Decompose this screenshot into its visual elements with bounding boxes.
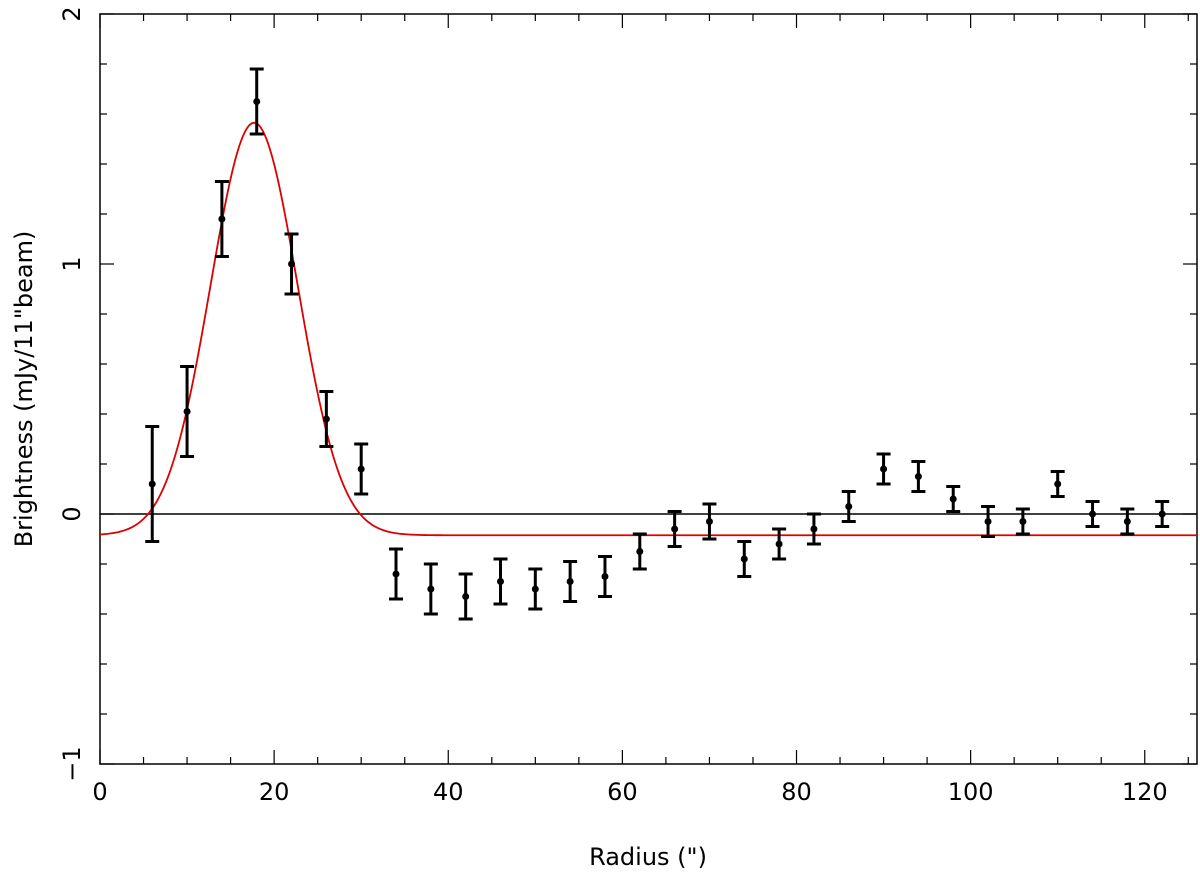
- data-point-group: [772, 527, 787, 561]
- data-point-group: [1015, 507, 1030, 536]
- data-point-group: [458, 572, 473, 621]
- data-point: [183, 408, 191, 415]
- data-point-group: [981, 505, 996, 538]
- data-point-group: [180, 365, 195, 458]
- data-point-group: [214, 180, 229, 258]
- data-point: [253, 98, 261, 105]
- data-point-group: [1085, 500, 1100, 528]
- data-point: [496, 578, 504, 585]
- data-point: [322, 415, 330, 423]
- data-point: [357, 465, 365, 473]
- data-point: [1089, 510, 1097, 518]
- y-tick-label: 2: [58, 6, 86, 21]
- data-point-group: [597, 555, 612, 598]
- data-point-group: [493, 557, 508, 606]
- data-point: [218, 215, 226, 223]
- data-point: [531, 585, 539, 593]
- plot-frame: [99, 13, 1198, 765]
- data-point-group: [946, 485, 961, 513]
- data-point: [1019, 518, 1027, 525]
- y-axis-label: Brightness (mJy/11"beam): [10, 231, 38, 548]
- data-point-group: [563, 560, 578, 603]
- data-points: [145, 67, 1170, 621]
- x-tick-label: 80: [781, 778, 812, 806]
- data-point-group: [737, 540, 752, 578]
- y-tick-label: 0: [58, 506, 86, 521]
- data-point-group: [911, 460, 926, 493]
- y-tick-label: −1: [58, 746, 86, 781]
- data-point: [914, 473, 922, 480]
- data-point: [288, 260, 296, 268]
- data-point-group: [632, 532, 647, 571]
- data-point-group: [249, 67, 264, 136]
- data-point-group: [389, 547, 404, 601]
- x-tick-label: 40: [433, 778, 464, 806]
- data-point-group: [284, 232, 299, 296]
- data-point: [740, 555, 748, 563]
- x-tick-label: 20: [259, 778, 290, 806]
- data-point-group: [354, 442, 369, 496]
- data-point-group: [876, 452, 891, 486]
- data-point: [775, 540, 783, 548]
- data-point: [1123, 518, 1131, 525]
- data-point: [392, 570, 400, 578]
- data-point-group: [1155, 500, 1170, 528]
- data-point: [810, 525, 818, 533]
- data-point: [880, 465, 888, 473]
- y-tick-label: 1: [58, 256, 86, 271]
- data-point: [845, 503, 853, 510]
- x-tick-label: 120: [1122, 778, 1168, 806]
- data-point: [601, 573, 609, 580]
- data-point: [984, 518, 992, 525]
- data-point-group: [1120, 507, 1135, 536]
- axis-ticks: [99, 13, 1197, 765]
- x-tick-label: 60: [607, 778, 638, 806]
- data-point: [1054, 480, 1062, 488]
- data-point-group: [145, 425, 160, 543]
- data-point: [148, 480, 156, 488]
- data-point-group: [423, 562, 438, 616]
- data-point: [462, 593, 470, 600]
- data-point: [671, 525, 679, 533]
- data-point-group: [841, 490, 856, 523]
- x-axis-label: Radius ("): [589, 843, 707, 871]
- data-point: [427, 585, 435, 593]
- data-point-group: [528, 567, 543, 611]
- data-point-group: [667, 510, 682, 548]
- x-tick-label: 0: [92, 778, 107, 806]
- gaussian-fit-curve: [99, 121, 1197, 537]
- data-point-group: [1050, 470, 1065, 498]
- data-point-group: [702, 502, 717, 541]
- data-point: [636, 548, 644, 555]
- data-point: [1158, 510, 1166, 518]
- data-point-group: [806, 512, 821, 546]
- x-tick-label: 100: [948, 778, 994, 806]
- data-point-group: [319, 390, 334, 448]
- data-point: [705, 518, 713, 525]
- data-point: [566, 578, 574, 585]
- data-point: [949, 495, 957, 503]
